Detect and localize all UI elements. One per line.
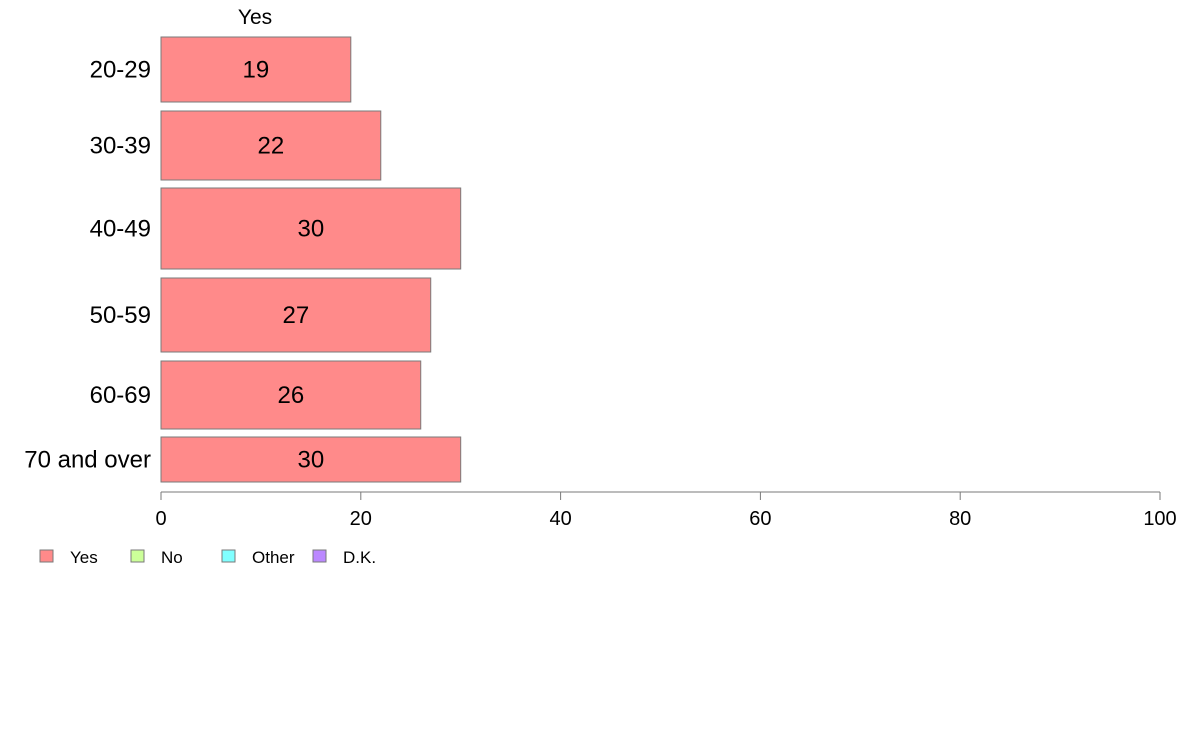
bar-yes-40-49 bbox=[160, 187, 462, 270]
category-label: 20-29 bbox=[90, 57, 151, 84]
legend-swatch bbox=[221, 549, 236, 563]
data-label: 22 bbox=[258, 133, 285, 160]
bars-group: 19 22 30 27 26 30 bbox=[160, 36, 462, 483]
legend-label: Yes bbox=[70, 548, 98, 567]
category-label: 70 and over bbox=[24, 447, 151, 474]
x-tick-label: 40 bbox=[549, 508, 571, 530]
column-header: Yes bbox=[238, 6, 272, 29]
legend: Yes No Other D.K. bbox=[39, 548, 376, 567]
bar-yes-70-and-over bbox=[160, 436, 462, 483]
legend-label: D.K. bbox=[343, 548, 376, 567]
bar-yes-20-29 bbox=[160, 36, 352, 103]
data-label: 26 bbox=[278, 382, 305, 409]
legend-swatch bbox=[312, 549, 327, 563]
legend-swatch bbox=[39, 549, 54, 563]
legend-swatch bbox=[130, 549, 145, 563]
category-label: 50-59 bbox=[90, 302, 151, 329]
x-tick-label: 60 bbox=[749, 508, 771, 530]
legend-label: No bbox=[161, 548, 183, 567]
legend-label: Other bbox=[252, 548, 295, 567]
x-axis: 0 20 40 60 80 100 bbox=[155, 491, 1177, 530]
bar-yes-60-69 bbox=[160, 360, 422, 430]
data-label: 19 bbox=[243, 57, 270, 84]
category-label: 60-69 bbox=[90, 382, 151, 409]
data-label: 27 bbox=[283, 302, 310, 329]
bar-yes-30-39 bbox=[160, 110, 382, 181]
x-tick-label: 20 bbox=[350, 508, 372, 530]
x-tick-label: 100 bbox=[1143, 508, 1176, 530]
x-tick-label: 80 bbox=[949, 508, 971, 530]
category-label: 30-39 bbox=[90, 133, 151, 160]
category-labels: 20-29 30-39 40-49 50-59 60-69 70 and over bbox=[24, 57, 151, 474]
data-label: 30 bbox=[297, 216, 324, 243]
bar-yes-50-59 bbox=[160, 277, 432, 353]
category-label: 40-49 bbox=[90, 216, 151, 243]
data-label: 30 bbox=[297, 447, 324, 474]
x-tick-label: 0 bbox=[155, 508, 166, 530]
